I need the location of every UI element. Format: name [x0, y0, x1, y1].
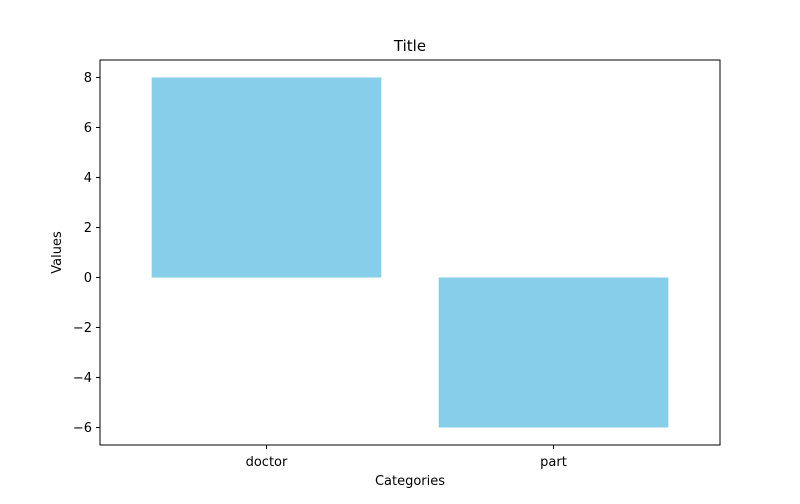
- y-tick-label: −2: [73, 321, 92, 336]
- x-axis-ticks: doctor part: [246, 445, 567, 470]
- bar-part: [438, 277, 669, 428]
- chart-title: Title: [393, 37, 426, 55]
- x-tick-label: doctor: [246, 455, 288, 470]
- x-axis-label: Categories: [375, 474, 445, 489]
- y-tick-label: 2: [84, 221, 92, 236]
- y-tick-label: −4: [73, 371, 92, 386]
- y-tick-label: 6: [84, 121, 92, 136]
- plot-area-frame: [99, 59, 721, 446]
- y-tick-label: 8: [84, 71, 92, 86]
- x-tick-label: part: [540, 455, 567, 470]
- y-axis-label: Values: [50, 231, 65, 274]
- y-axis-ticks: −6 −4 −2 0 2 4 6 8: [73, 71, 100, 436]
- y-tick-label: 4: [84, 171, 92, 186]
- bars-layer: [151, 77, 669, 428]
- bar-doctor: [151, 77, 382, 278]
- y-tick-label: −6: [73, 421, 92, 436]
- y-tick-label: 0: [84, 271, 92, 286]
